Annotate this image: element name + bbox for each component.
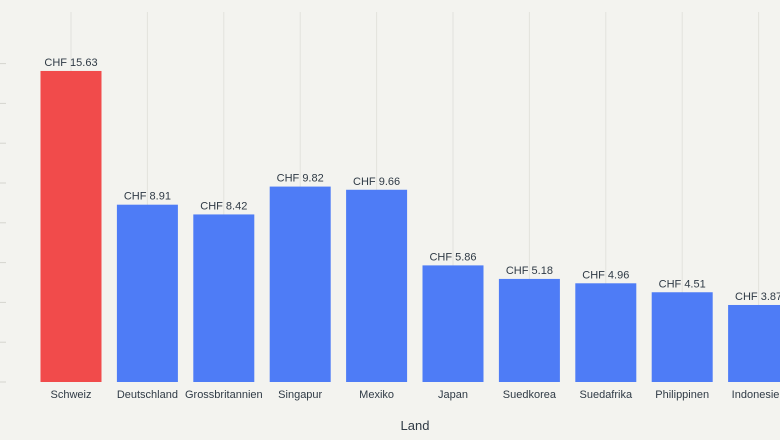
x-axis-tick-labels: Schweiz Deutschland Grossbritannien Singapu…: [51, 389, 780, 401]
bar[interactable]: [269, 186, 331, 382]
bar-value-label: CHF 5.18: [506, 265, 553, 277]
bar[interactable]: [40, 70, 102, 382]
bar-value-label: CHF 9.82: [277, 173, 324, 185]
x-tick-label: Schweiz: [51, 389, 92, 401]
x-tick-label: Japan: [438, 389, 468, 401]
bar[interactable]: [346, 189, 408, 382]
x-tick-label: Mexiko: [359, 389, 394, 401]
x-tick-label: Deutschland: [117, 389, 178, 401]
bar-value-label: CHF 4.96: [582, 269, 629, 281]
x-axis-title: Land: [401, 418, 430, 433]
bar-value-label: CHF 15.63: [44, 57, 97, 69]
x-tick-label: Suedafrika: [580, 389, 633, 401]
bar-value-label: CHF 4.51: [659, 278, 706, 290]
x-tick-label: Suedkorea: [503, 389, 557, 401]
x-tick-label: Indonesien: [732, 389, 780, 401]
bar-value-label: CHF 3.87: [735, 291, 780, 303]
y-axis-ticks: [0, 63, 6, 383]
bar-value-labels: CHF 15.63 CHF 8.91 CHF 8.42 CHF 9.82 CHF 9.6…: [44, 57, 780, 303]
bar-value-label: CHF 8.91: [124, 191, 171, 203]
bar[interactable]: [575, 283, 637, 382]
bar-value-label: CHF 9.66: [353, 176, 400, 188]
bars: [40, 70, 780, 382]
bar[interactable]: [116, 204, 178, 382]
bar[interactable]: [651, 292, 713, 382]
bar[interactable]: [422, 265, 484, 382]
x-tick-label: Grossbritannien: [185, 389, 263, 401]
bar[interactable]: [193, 214, 255, 382]
bar[interactable]: [498, 278, 560, 382]
bar[interactable]: [728, 304, 780, 382]
x-tick-label: Philippinen: [655, 389, 709, 401]
bar-value-label: CHF 5.86: [429, 251, 476, 263]
x-tick-label: Singapur: [278, 389, 322, 401]
bar-value-label: CHF 8.42: [200, 200, 247, 212]
